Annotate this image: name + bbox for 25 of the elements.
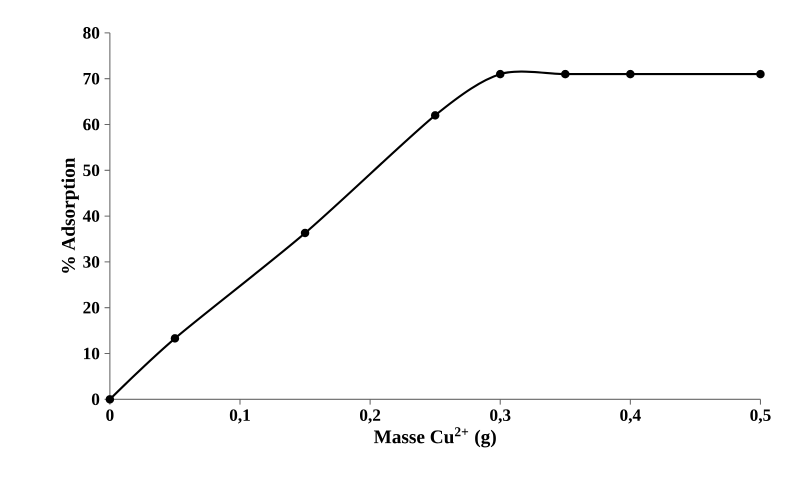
x-tick-label: 0,3 bbox=[490, 409, 510, 424]
x-tick-label: 0 bbox=[106, 409, 114, 421]
point bbox=[561, 70, 570, 78]
y-tick-label: 30 bbox=[83, 256, 100, 268]
x-tick-label: 0,1 bbox=[230, 409, 250, 424]
y-tick-label: 0 bbox=[92, 394, 100, 406]
y-tick-label: 10 bbox=[84, 348, 100, 360]
point bbox=[300, 228, 310, 238]
point bbox=[430, 111, 440, 120]
y-tick-label: 20 bbox=[83, 302, 100, 314]
y-tick-label: 80 bbox=[83, 27, 100, 39]
x-tick-label: 0,5 bbox=[750, 409, 771, 424]
y-tick-label: 70 bbox=[84, 72, 100, 85]
y-tick-label: 60 bbox=[83, 118, 100, 130]
y-axis-title: % Adsorption bbox=[61, 158, 79, 273]
x-axis-title: Masse Cu$^{2+}$ (g) bbox=[374, 427, 496, 448]
point bbox=[170, 334, 180, 343]
y-tick-label: 50 bbox=[83, 164, 100, 176]
point bbox=[496, 70, 504, 78]
x-tick-label: 0,4 bbox=[620, 409, 641, 424]
point bbox=[756, 70, 765, 78]
point bbox=[106, 395, 114, 404]
point bbox=[626, 70, 635, 78]
x-tick-label: 0,2 bbox=[360, 409, 380, 424]
y-tick-label: 40 bbox=[82, 210, 100, 222]
